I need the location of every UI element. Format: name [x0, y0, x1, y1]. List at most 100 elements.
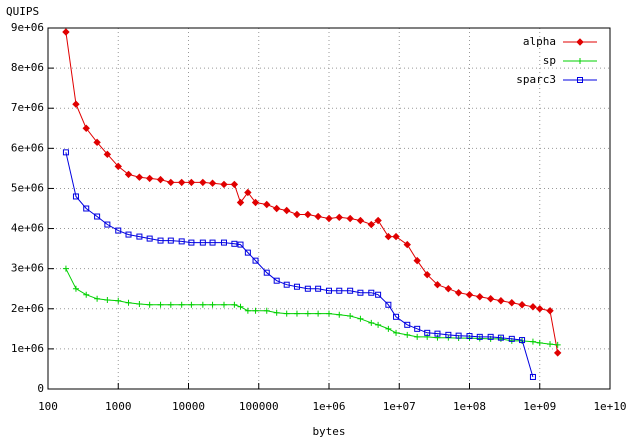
data-point	[325, 214, 333, 223]
data-point	[82, 124, 90, 132]
y-tick-label: 3e+06	[11, 262, 44, 275]
data-point	[178, 301, 185, 308]
data-point	[293, 283, 300, 290]
x-tick-label: 1e+09	[523, 400, 556, 413]
x-tick-label: 100	[38, 400, 58, 413]
data-point	[125, 231, 132, 238]
data-point	[384, 232, 393, 241]
data-point	[104, 221, 111, 228]
data-point	[368, 289, 375, 296]
data-point	[454, 289, 463, 297]
data-point	[252, 257, 259, 264]
x-tick-label: 1e+10	[593, 400, 626, 413]
data-point	[304, 285, 311, 292]
data-point	[114, 162, 122, 171]
data-point	[336, 287, 343, 294]
data-point	[346, 214, 354, 223]
y-tick-label: 2e+06	[11, 302, 44, 315]
data-point	[529, 303, 537, 311]
data-point	[83, 205, 90, 212]
data-point	[244, 249, 251, 256]
data-point	[385, 325, 392, 332]
data-point	[272, 204, 281, 213]
data-point	[424, 329, 431, 336]
data-point	[167, 301, 174, 308]
data-point	[72, 285, 79, 292]
data-point	[326, 310, 332, 317]
data-point	[263, 200, 271, 209]
data-point	[314, 212, 322, 221]
y-tick-label: 5e+06	[11, 181, 44, 194]
data-point	[283, 281, 290, 288]
data-point	[72, 100, 80, 108]
legend-label: sparc3	[516, 73, 556, 86]
y-axis-label: QUIPS	[6, 5, 39, 18]
data-point	[145, 174, 154, 183]
data-point	[546, 307, 554, 315]
data-point	[209, 301, 216, 308]
legend-label: sp	[543, 54, 556, 67]
data-point	[62, 28, 70, 36]
data-point	[536, 339, 543, 346]
data-point	[83, 291, 90, 298]
data-point	[434, 330, 441, 337]
x-tick-label: 1e+06	[312, 400, 345, 413]
data-point	[455, 332, 462, 339]
data-point	[263, 269, 270, 276]
data-point	[357, 289, 364, 296]
data-point	[146, 235, 153, 242]
data-point	[125, 299, 132, 306]
data-point	[423, 270, 431, 279]
data-point	[236, 198, 245, 207]
data-point	[393, 313, 400, 320]
data-point	[315, 285, 322, 292]
data-point	[529, 373, 536, 380]
y-tick-label: 1e+06	[11, 342, 44, 355]
x-tick-label: 1e+07	[383, 400, 416, 413]
data-point	[375, 321, 382, 328]
data-point	[244, 188, 252, 197]
data-point	[326, 287, 332, 294]
data-point	[94, 295, 101, 302]
data-point	[476, 293, 484, 301]
data-point	[220, 239, 227, 246]
x-tick-label: 1000	[105, 400, 132, 413]
legend-marker	[576, 38, 584, 46]
x-axis-label: bytes	[312, 425, 345, 438]
data-point	[230, 180, 239, 189]
data-point	[104, 296, 111, 303]
y-tick-label: 9e+06	[11, 21, 44, 34]
legend-label: alpha	[523, 35, 556, 48]
data-point	[103, 150, 112, 159]
data-point	[393, 329, 400, 336]
legend-marker	[577, 58, 583, 64]
data-point	[177, 178, 186, 187]
data-point	[547, 341, 554, 348]
data-point	[304, 310, 311, 317]
data-point	[374, 216, 382, 225]
data-point	[231, 240, 238, 247]
data-point	[367, 220, 376, 229]
data-point	[304, 210, 312, 219]
data-point	[392, 232, 400, 241]
data-point	[465, 291, 474, 299]
data-point	[199, 239, 206, 246]
data-point	[136, 300, 143, 307]
data-point	[273, 277, 280, 284]
data-point	[536, 305, 544, 313]
data-point	[404, 321, 411, 328]
data-point	[124, 170, 133, 179]
x-tick-label: 100000	[239, 400, 279, 413]
data-point	[187, 178, 196, 187]
data-point	[146, 301, 153, 308]
plot-frame	[47, 27, 611, 390]
data-point	[375, 291, 382, 298]
data-point	[263, 307, 270, 314]
data-point	[93, 138, 101, 147]
data-point	[62, 149, 69, 156]
data-point	[94, 213, 101, 220]
data-point	[357, 315, 364, 322]
x-tick-label: 1e+08	[453, 400, 486, 413]
data-point	[157, 301, 164, 308]
